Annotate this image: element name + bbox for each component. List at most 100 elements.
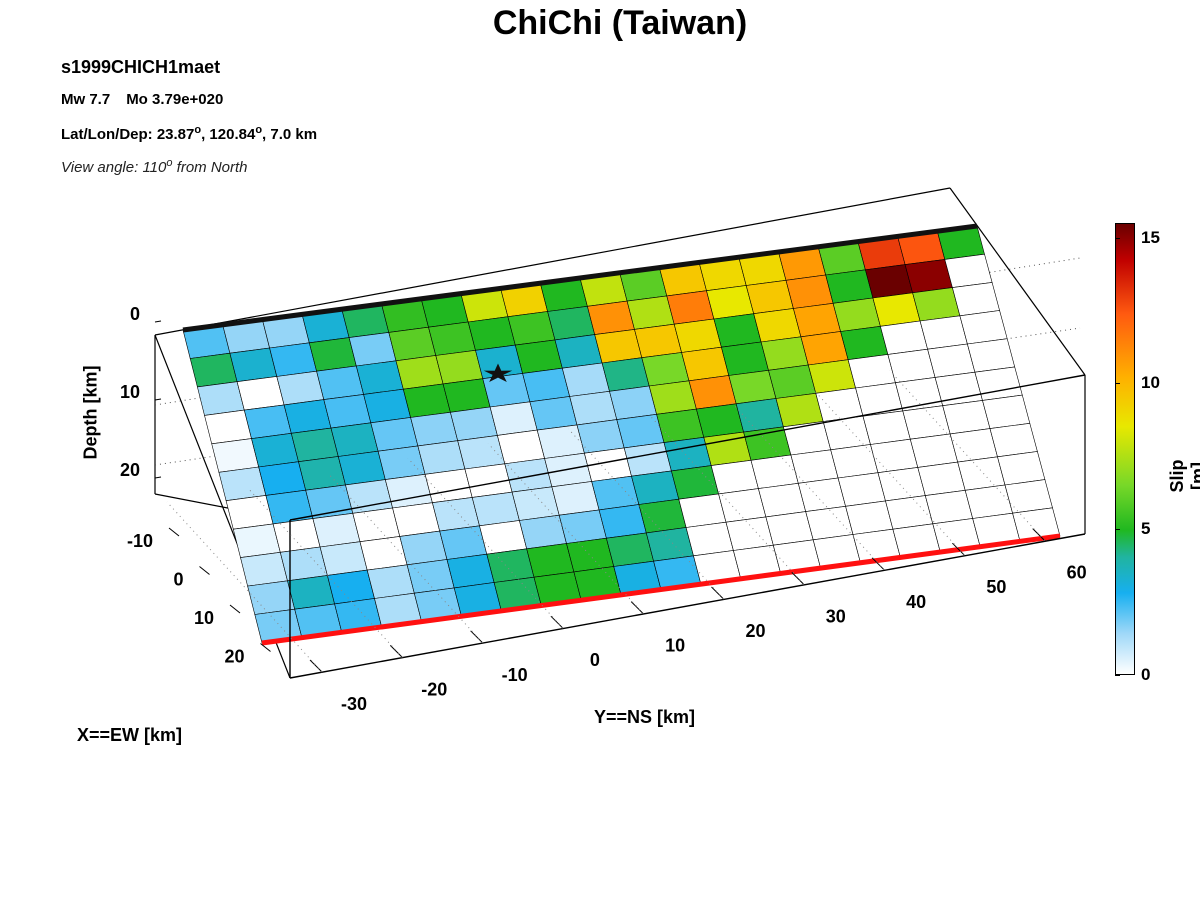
slip-patch	[718, 488, 767, 523]
slip-patch	[229, 347, 278, 383]
slip-patch	[964, 484, 1013, 519]
slip-patch	[308, 337, 357, 372]
slip-patch	[450, 406, 498, 442]
slip-patch	[432, 497, 480, 532]
slip-patch	[442, 378, 491, 413]
slip-patch	[258, 461, 307, 496]
slip-patch	[623, 442, 672, 477]
slip-patch	[591, 475, 640, 511]
slip-patch	[656, 408, 705, 443]
slip-patch	[497, 429, 545, 465]
slip-patch	[363, 388, 411, 424]
ns-gridline	[889, 370, 1046, 541]
box-back-top-edge	[154, 187, 951, 336]
slip-patch	[765, 511, 814, 546]
ns-tick-label: 50	[986, 577, 1006, 597]
slip-patch	[825, 269, 874, 304]
ns-tick-mark	[952, 542, 965, 556]
slip-patch	[768, 364, 817, 399]
ns-tick-label: 60	[1067, 563, 1087, 583]
magnitude: Mw 7.7	[61, 91, 111, 108]
slip-patch	[402, 383, 451, 418]
degree-mark-lat: o	[194, 124, 202, 136]
slip-patch	[323, 394, 372, 429]
colorbar-tick-label: 15	[1141, 227, 1160, 247]
slip-patch	[927, 343, 976, 378]
slip-patch	[366, 564, 415, 599]
location-line: Lat/Lon/Dep: 23.87o, 120.84o, 7.0 km	[61, 124, 317, 143]
slip-patch	[348, 332, 397, 367]
slip-patch	[240, 551, 288, 587]
depth-axis-label: Depth [km]	[80, 365, 101, 460]
slip-patch	[316, 365, 364, 400]
slip-patch	[645, 527, 694, 562]
slip-patch	[800, 331, 849, 366]
slip-patch	[862, 410, 911, 445]
slip-patch	[743, 426, 792, 461]
colorbar-tick-label: 0	[1141, 665, 1151, 684]
slip-patch	[887, 348, 936, 384]
slip-patch	[785, 274, 834, 309]
slip-patch	[830, 444, 879, 479]
slip-patch	[406, 559, 455, 594]
hypocenter-star-icon	[483, 363, 513, 382]
ew-axis-label: X==EW [km]	[77, 725, 183, 745]
slip-patch	[536, 424, 585, 459]
slip-patch	[359, 536, 408, 571]
ns-tick-label: -10	[502, 665, 528, 685]
slip-patch	[967, 338, 1016, 373]
slip-patch	[989, 422, 1038, 458]
colorbar-label: Slip [m]	[1167, 459, 1200, 493]
slip-patch	[671, 465, 719, 500]
slip-patch	[388, 326, 437, 362]
slip-patch	[327, 569, 375, 605]
slip-patch	[870, 438, 919, 474]
slip-patch	[750, 454, 799, 489]
colorbar-tick-mark	[1115, 237, 1120, 239]
location-prefix: Lat/Lon/Dep: 23.87	[61, 126, 195, 143]
slip-patch	[917, 461, 966, 496]
ns-tick-label: -20	[421, 679, 447, 699]
slip-patch	[877, 467, 926, 502]
slip-patch	[482, 373, 531, 408]
slip-patch	[283, 399, 332, 434]
slip-patch	[872, 292, 921, 327]
slip-patch	[352, 507, 401, 543]
slip-patch	[197, 381, 245, 416]
depth-tick-label: 0	[130, 304, 140, 324]
slip-patch	[514, 339, 563, 374]
slip-patch	[952, 282, 1000, 317]
ew-tick-label: 10	[194, 608, 214, 628]
ns-tick-mark	[791, 572, 805, 585]
slip-patch	[696, 403, 744, 438]
surface-trace	[261, 533, 1061, 646]
ew-tick-mark	[260, 643, 271, 652]
box-front-top-edge	[289, 374, 1086, 521]
slip-patch	[982, 394, 1031, 429]
ns-gridline	[487, 443, 644, 614]
slip-patch	[561, 362, 610, 397]
depth-tick-label: 10	[120, 382, 140, 402]
slip-patch	[410, 411, 459, 447]
slip-patch	[269, 342, 317, 377]
slip-patch	[236, 376, 285, 411]
ns-tick-mark	[630, 601, 644, 614]
slip-patch	[486, 548, 535, 583]
slip-patch	[377, 445, 426, 480]
slip-patch	[355, 360, 404, 395]
slip-patch	[944, 253, 993, 288]
ns-tick-label: -30	[341, 694, 367, 714]
slip-patch	[566, 537, 615, 573]
slip-patch	[547, 305, 596, 341]
slip-patch	[312, 512, 361, 548]
slip-patch	[554, 334, 603, 369]
slip-patch	[330, 422, 379, 457]
ns-gridline	[327, 472, 483, 644]
view-prefix: View angle: 110	[61, 159, 167, 176]
slip-patch	[424, 468, 473, 504]
slip-patch	[598, 504, 647, 539]
slip-patch	[758, 482, 807, 518]
colorbar-tick-mark	[1115, 529, 1120, 531]
location-lon: , 120.84	[201, 126, 256, 143]
slip-patch	[522, 367, 571, 403]
